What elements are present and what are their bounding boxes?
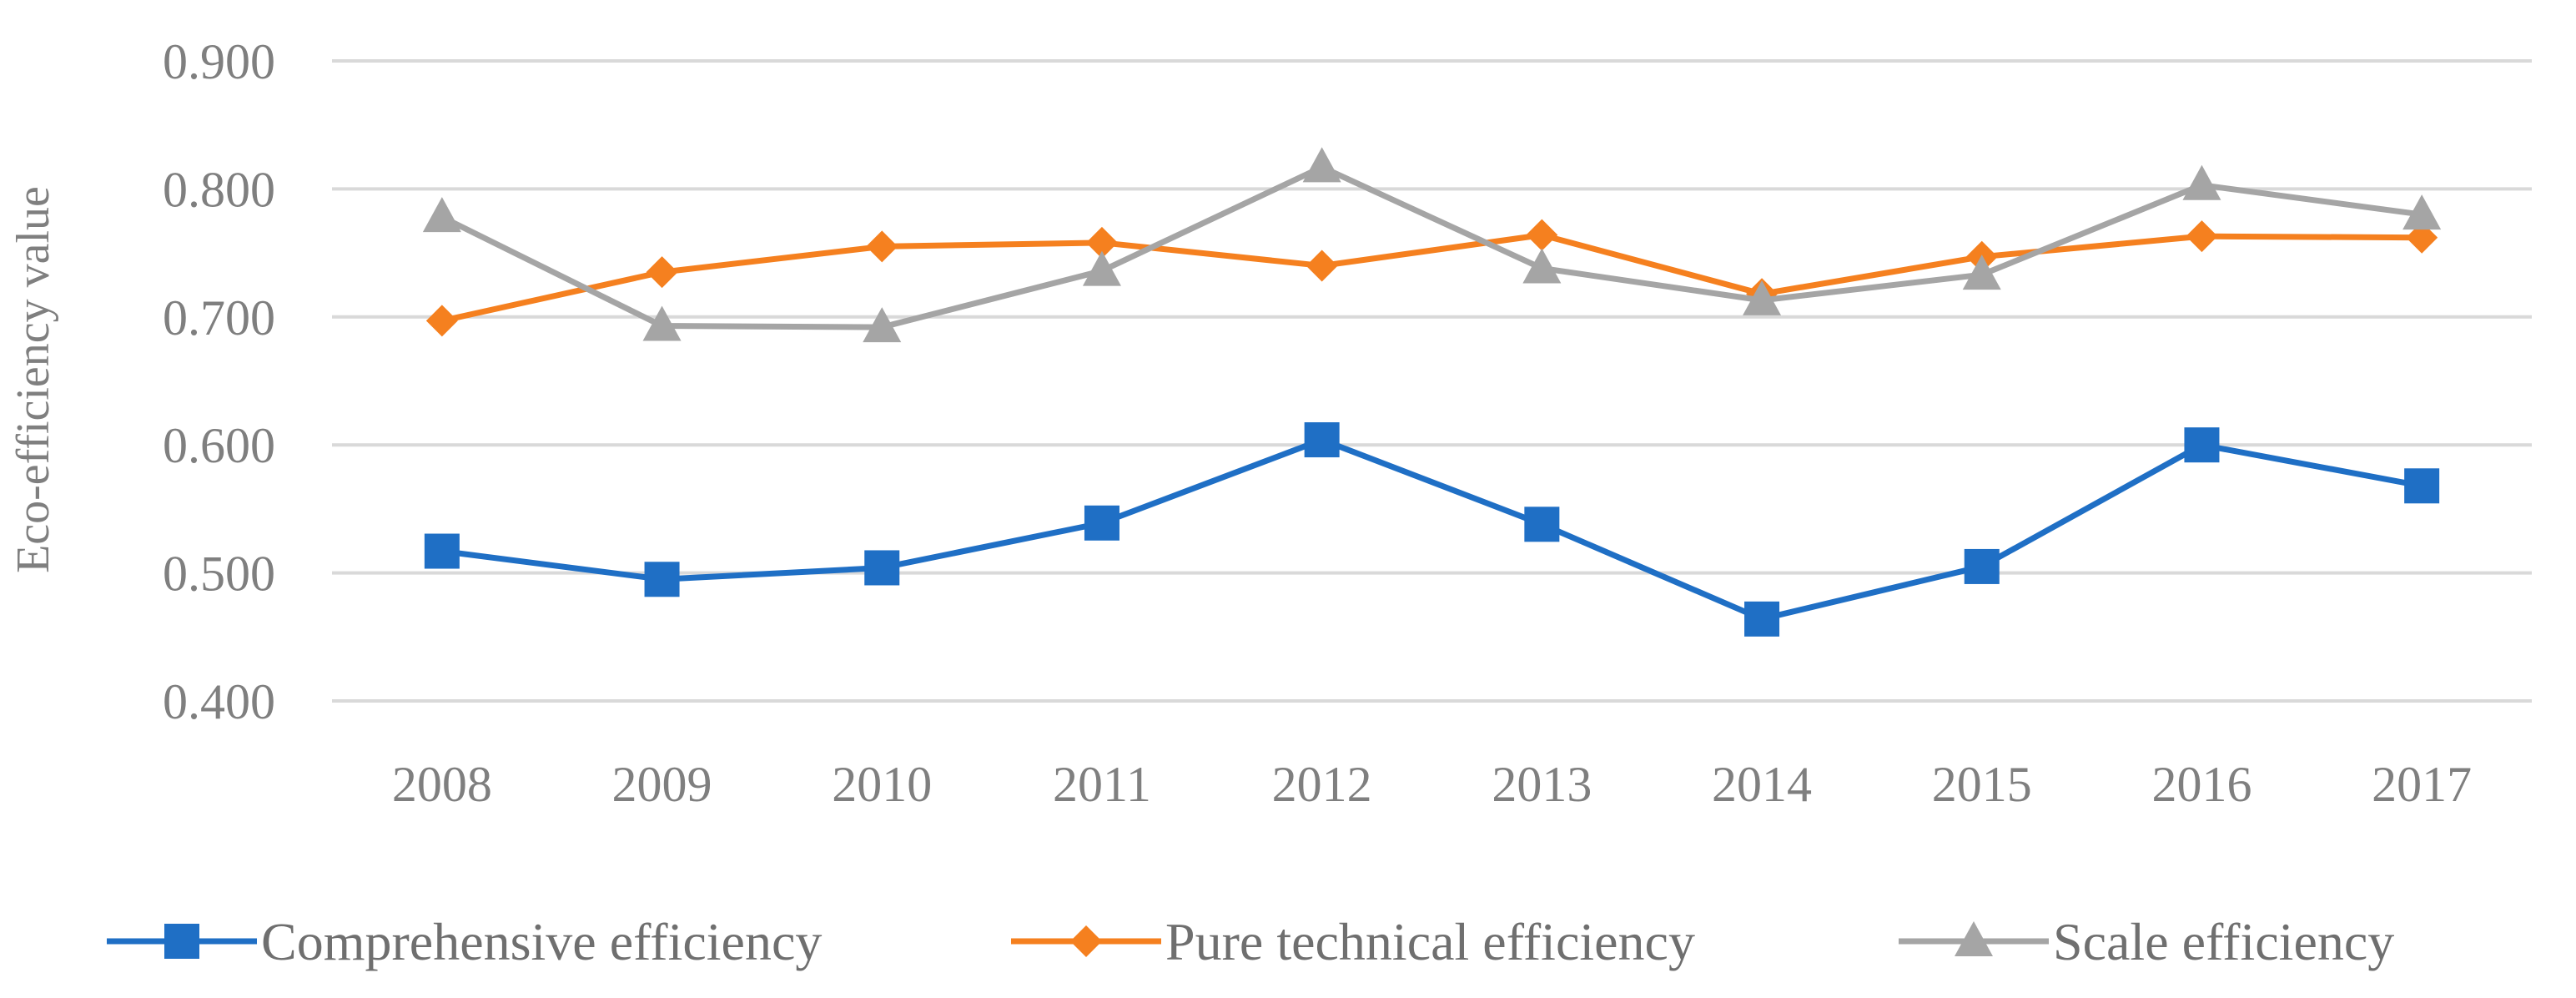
x-tick-label: 2010 (832, 757, 932, 812)
data-point (425, 305, 458, 337)
x-tick-label: 2014 (1712, 757, 1812, 812)
legend-item-scale-efficiency: Scale efficiency (1899, 912, 2394, 971)
data-point (864, 550, 900, 586)
data-point (2182, 164, 2221, 200)
data-point (642, 305, 682, 341)
data-point (2402, 194, 2442, 230)
legend-label: Scale efficiency (2053, 912, 2394, 971)
series-line (441, 436, 2423, 622)
data-point (1524, 507, 1560, 542)
series-line (440, 164, 2423, 330)
series-pure-technical-efficiency (425, 219, 2438, 337)
x-tick-label: 2013 (1492, 757, 1592, 812)
data-point (1306, 250, 1338, 282)
series-scale-efficiency (422, 147, 2442, 343)
data-point (1743, 280, 1782, 315)
data-point (1522, 248, 1562, 284)
data-point (644, 562, 680, 597)
y-tick-label: 0.900 (163, 34, 275, 89)
data-point (1084, 505, 1119, 541)
x-tick-label: 2008 (392, 757, 492, 812)
x-tick-label: 2009 (612, 757, 712, 812)
y-tick-label: 0.400 (163, 674, 275, 729)
legend-marker (164, 924, 199, 959)
data-point (1526, 219, 1558, 251)
data-point (1302, 147, 1341, 183)
x-tick-label: 2011 (1053, 757, 1151, 812)
x-tick-label: 2016 (2151, 757, 2251, 812)
data-point (866, 230, 898, 263)
x-tick-label: 2015 (1932, 757, 2032, 812)
series-group (422, 147, 2442, 637)
y-tick-label: 0.500 (163, 547, 275, 602)
x-tick-label: 2012 (1272, 757, 1372, 812)
y-tick-label: 0.700 (163, 290, 275, 345)
data-point (863, 307, 902, 343)
y-tick-label: 0.800 (163, 162, 275, 217)
data-point (2406, 221, 2438, 254)
series-comprehensive-efficiency (424, 422, 2440, 637)
legend-item-pure-technical-efficiency: Pure technical efficiency (1011, 912, 1695, 971)
data-point (1304, 422, 1340, 458)
legend-item-comprehensive-efficiency: Comprehensive efficiency (107, 912, 822, 971)
data-point (2184, 427, 2220, 463)
legend: Comprehensive efficiency Pure technical e… (107, 912, 2394, 971)
series-line (441, 232, 2423, 324)
y-tick-label: 0.600 (163, 418, 275, 473)
x-tick-label: 2017 (2372, 757, 2472, 812)
data-point (1964, 548, 2000, 584)
data-point (424, 533, 460, 569)
gridlines (332, 59, 2532, 703)
legend-marker (1955, 921, 1993, 956)
data-point (1082, 250, 1121, 286)
legend-label: Pure technical efficiency (1165, 912, 1695, 971)
data-point (646, 256, 678, 289)
data-point (1085, 226, 1118, 259)
data-point (1962, 255, 2001, 290)
legend-marker (1070, 925, 1102, 957)
x-axis-ticks: 2008 2009 2010 2011 2012 2013 2014 2015 2016 2017 (392, 757, 2472, 812)
data-point (2186, 220, 2218, 253)
y-axis-label: Eco-efficiency value (8, 186, 59, 573)
data-point (422, 197, 461, 233)
data-point (1744, 601, 1780, 637)
data-point (2404, 468, 2440, 504)
y-axis-ticks: 0.900 0.800 0.700 0.600 0.500 0.400 (163, 34, 275, 729)
legend-label: Comprehensive efficiency (261, 912, 822, 971)
